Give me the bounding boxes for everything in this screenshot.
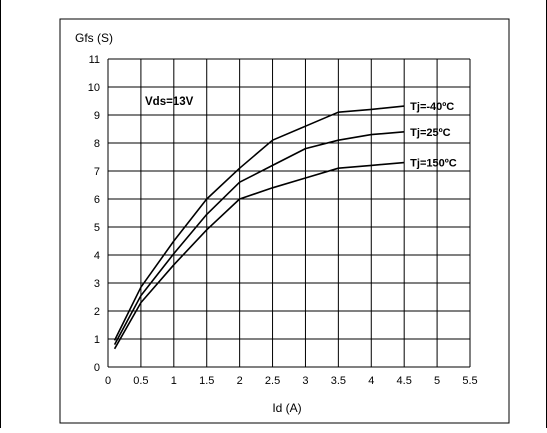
x-tick-label: 5 — [434, 375, 440, 387]
y-tick-label: 11 — [89, 54, 100, 66]
y-tick-label: 5 — [94, 222, 100, 234]
x-tick-label: 1 — [171, 375, 177, 387]
x-tick-label: 3.5 — [331, 375, 346, 387]
y-tick-label: 8 — [94, 138, 100, 150]
series-labels: Tj=-40ºC Tj=25ºC Tj=150ºC — [410, 101, 457, 170]
y-axis-title: Gfs (S) — [75, 31, 113, 45]
series-label: Tj=150ºC — [410, 158, 457, 170]
y-tick-label: 0 — [94, 362, 100, 374]
y-tick-label: 10 — [88, 82, 100, 94]
x-tick-label: 5.5 — [462, 375, 477, 387]
x-tick-label: 2.5 — [265, 375, 280, 387]
x-axis-title: Id (A) — [272, 401, 301, 415]
tick-labels: 0 0.5 1 1.5 2 2.5 3 3.5 4 4.5 5 5.5 0 1 2 3 4 5 6 7 8 9 10 11 — [88, 54, 478, 387]
y-tick-label: 1 — [94, 334, 100, 346]
series-line — [113, 161, 405, 350]
series-line — [113, 105, 405, 341]
x-tick-label: 1.5 — [199, 375, 214, 387]
figure-frame — [59, 18, 510, 424]
series-label: Tj=25ºC — [410, 127, 450, 139]
series-label: Tj=-40ºC — [410, 101, 454, 113]
y-tick-label: 4 — [94, 250, 100, 262]
x-tick-label: 2 — [237, 375, 243, 387]
y-tick-label: 2 — [94, 306, 100, 318]
x-tick-label: 0.5 — [133, 375, 148, 387]
y-tick-label: 9 — [94, 110, 100, 122]
vds-annotation: Vds=13V — [145, 96, 194, 108]
x-tick-label: 0 — [105, 375, 111, 387]
x-tick-label: 4 — [368, 375, 374, 387]
grid — [107, 58, 471, 368]
y-tick-label: 6 — [94, 194, 100, 206]
series-lines — [113, 105, 405, 350]
y-tick-label: 7 — [94, 166, 100, 178]
series-line — [113, 131, 405, 345]
y-tick-label: 3 — [94, 278, 100, 290]
x-tick-label: 4.5 — [397, 375, 412, 387]
x-tick-label: 3 — [302, 375, 308, 387]
